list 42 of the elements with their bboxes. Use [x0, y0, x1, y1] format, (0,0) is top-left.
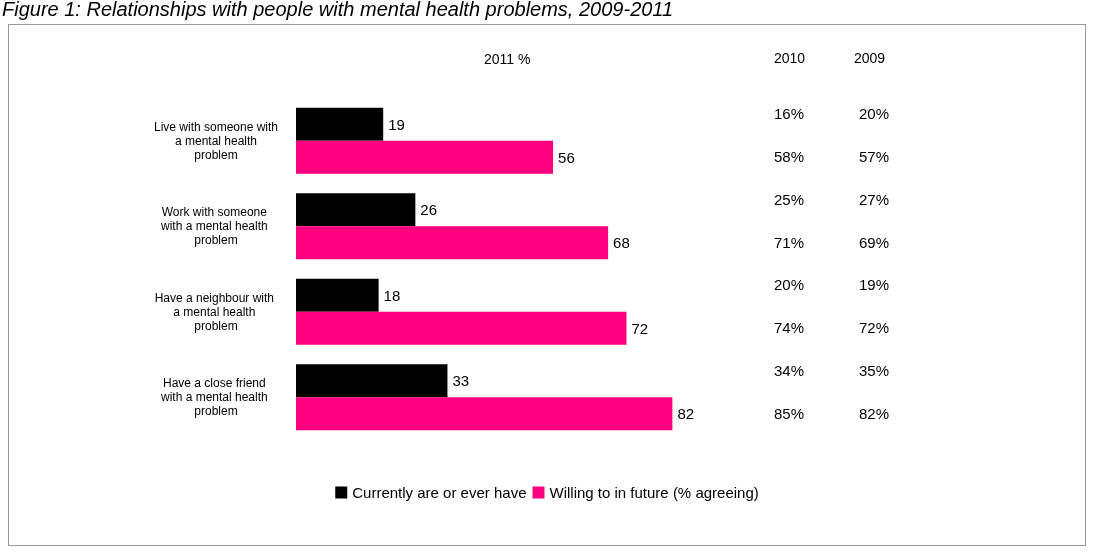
bar: [296, 397, 673, 431]
text: 20%: [774, 276, 805, 294]
bar: [296, 140, 554, 174]
bar: [296, 193, 416, 227]
bar: [296, 278, 379, 312]
data-label: 33: [452, 372, 470, 390]
text: 27%: [859, 190, 890, 208]
text: 85%: [774, 404, 805, 422]
text: 16%: [774, 105, 805, 123]
chart-title: Figure 1: Relationships with people with mental health problems, 2009-2011: [2, 0, 674, 21]
y-tick-label: Have a close friend with a mental health problem: [159, 376, 272, 419]
text: 69%: [859, 233, 890, 251]
legend-label: Currently are or ever have: [352, 484, 527, 501]
text: 72%: [859, 319, 890, 337]
y-tick-label: Have a neighbour with a mental health problem: [154, 290, 278, 333]
legend-label: Willing to in future (% agreeing): [549, 484, 759, 501]
data-label: 82: [677, 405, 695, 423]
data-label: 56: [558, 148, 575, 166]
data-label: 19: [388, 115, 405, 133]
text: 19%: [859, 276, 890, 294]
bar: [296, 107, 384, 141]
text: 2009: [854, 50, 886, 66]
data-label: 72: [631, 319, 649, 337]
y-tick-label: Live with someone with a mental health problem: [153, 119, 279, 162]
y-tick-label: Work with someone with a mental health problem: [159, 205, 272, 248]
text: 34%: [774, 361, 805, 379]
text: 2010: [774, 50, 806, 66]
text: 20%: [859, 105, 890, 123]
text: 25%: [774, 190, 805, 208]
text: 58%: [774, 148, 805, 166]
data-label: 18: [383, 286, 401, 304]
chart-subtitle: 2011 %: [484, 51, 531, 67]
data-label: 68: [613, 234, 630, 252]
text: 57%: [859, 148, 890, 166]
data-label: 26: [420, 201, 438, 219]
bar: [296, 311, 627, 345]
bar: [296, 226, 609, 260]
text: 74%: [774, 319, 805, 337]
text: 71%: [774, 233, 805, 251]
bar: [296, 364, 448, 398]
text: 82%: [859, 404, 890, 422]
text: 35%: [859, 361, 890, 379]
